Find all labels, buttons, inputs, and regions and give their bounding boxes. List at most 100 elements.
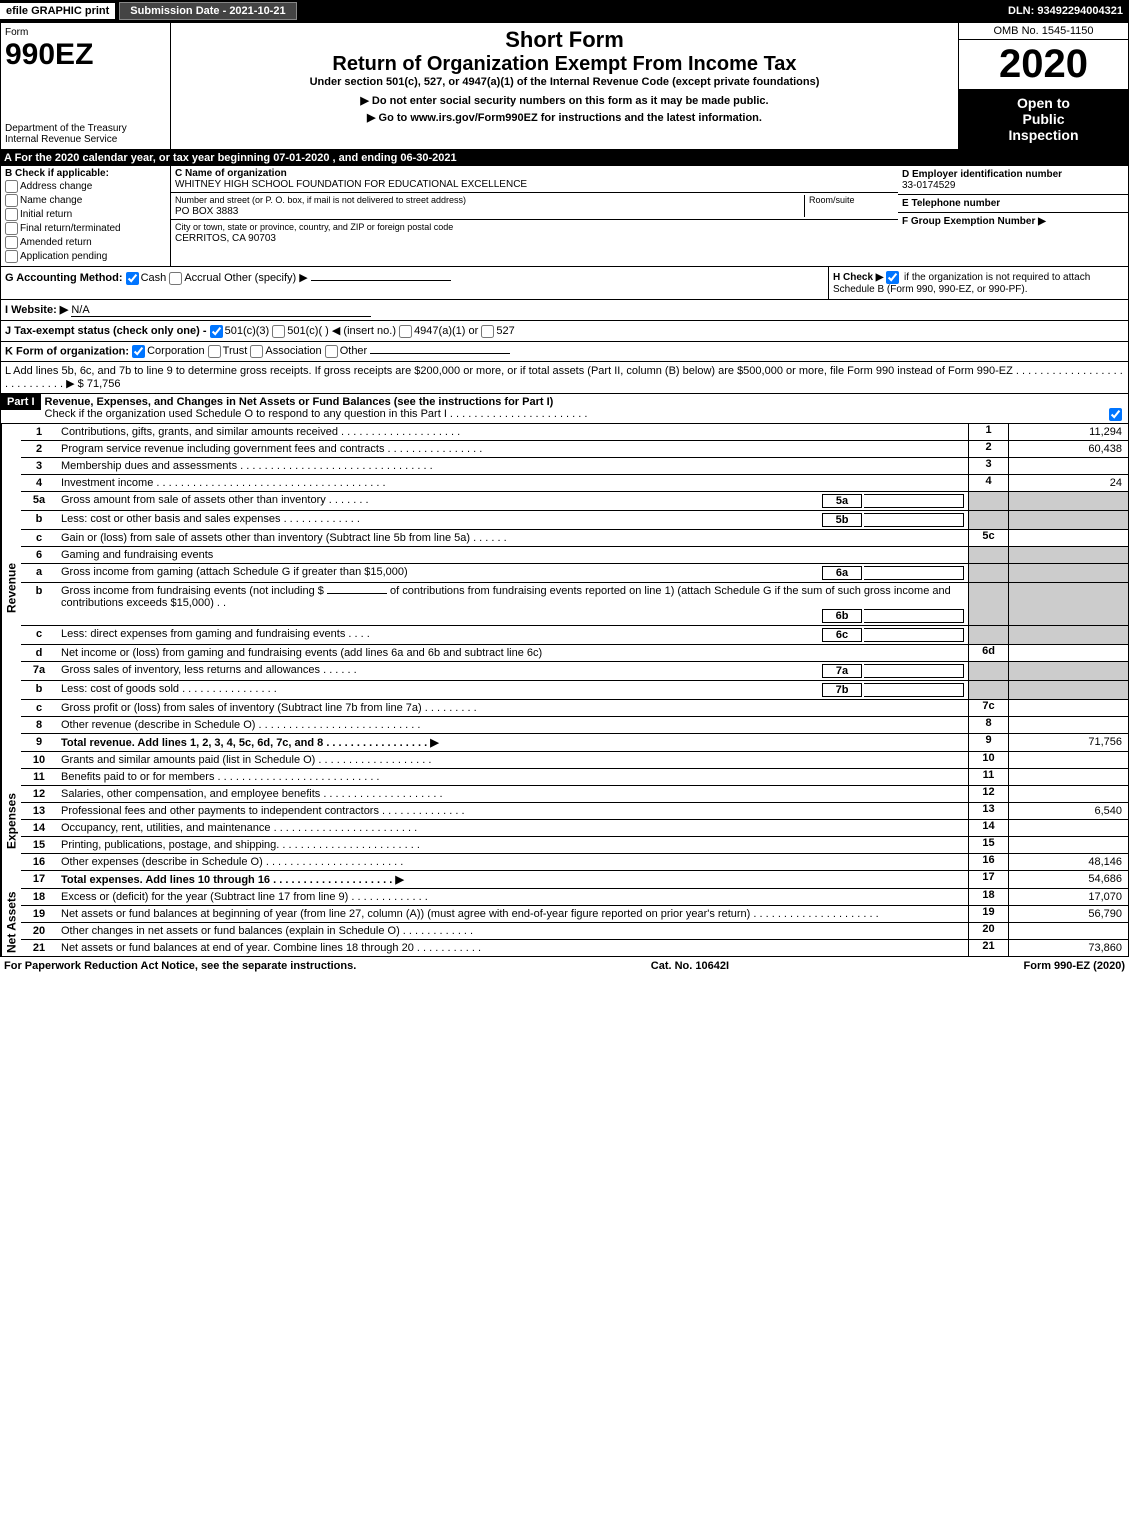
line-5b-text: Less: cost or other basis and sales expe… <box>61 513 820 527</box>
l-text: L Add lines 5b, 6c, and 7b to line 9 to … <box>5 365 1123 390</box>
efile-label[interactable]: efile GRAPHIC print <box>0 3 115 19</box>
line-6a: aGross income from gaming (attach Schedu… <box>21 564 1129 583</box>
line-7b-ival <box>864 683 964 697</box>
footer-center: Cat. No. 10642I <box>651 960 729 972</box>
line-6a-vb <box>1008 564 1128 582</box>
line-13-text: Professional fees and other payments to … <box>57 803 968 819</box>
line-6c-nb <box>968 626 1008 644</box>
chk-label: Address change <box>20 181 92 192</box>
j-tax-status-row: J Tax-exempt status (check only one) - 5… <box>0 321 1129 342</box>
i-label: I Website: ▶ <box>5 304 68 316</box>
line-3-num: 3 <box>968 458 1008 474</box>
section-c: C Name of organization WHITNEY HIGH SCHO… <box>171 166 898 266</box>
j-501c[interactable]: 501(c)( ) ◀ (insert no.) <box>272 325 396 337</box>
omb-number: OMB No. 1545-1150 <box>959 23 1128 40</box>
j-4947[interactable]: 4947(a)(1) or <box>399 325 478 337</box>
line-13-val: 6,540 <box>1008 803 1128 819</box>
g-other-input[interactable] <box>311 280 451 281</box>
chk-address-change[interactable]: Address change <box>5 180 166 193</box>
line-7c-num: 7c <box>968 700 1008 716</box>
line-12: 12Salaries, other compensation, and empl… <box>21 786 1129 803</box>
part1-heading: Revenue, Expenses, and Changes in Net As… <box>45 396 554 408</box>
line-4-num: 4 <box>968 475 1008 491</box>
under-section: Under section 501(c), 527, or 4947(a)(1)… <box>175 76 954 88</box>
entity-block: B Check if applicable: Address change Na… <box>0 166 1129 267</box>
line-2-num: 2 <box>968 441 1008 457</box>
line-14-val <box>1008 820 1128 836</box>
line-6a-nb <box>968 564 1008 582</box>
k-trust[interactable]: Trust <box>208 345 248 357</box>
line-9: 9Total revenue. Add lines 1, 2, 3, 4, 5c… <box>21 734 1129 752</box>
line-4-text: Investment income . . . . . . . . . . . … <box>57 475 968 491</box>
chk-final-return[interactable]: Final return/terminated <box>5 222 166 235</box>
line-14-num: 14 <box>968 820 1008 836</box>
line-12-num: 12 <box>968 786 1008 802</box>
chk-initial-return[interactable]: Initial return <box>5 208 166 221</box>
line-4-val: 24 <box>1008 475 1128 491</box>
chk-name-change[interactable]: Name change <box>5 194 166 207</box>
g-accrual[interactable]: Accrual <box>169 272 221 284</box>
g-cash-label: Cash <box>141 272 167 284</box>
part1-label: Part I <box>1 394 41 410</box>
line-11-text: Benefits paid to or for members . . . . … <box>57 769 968 785</box>
line-17-val: 54,686 <box>1008 871 1128 888</box>
expenses-lines: 10Grants and similar amounts paid (list … <box>21 752 1129 889</box>
page-footer: For Paperwork Reduction Act Notice, see … <box>0 957 1129 975</box>
line-18-text: Excess or (deficit) for the year (Subtra… <box>57 889 968 905</box>
line-1-num: 1 <box>968 424 1008 440</box>
revenue-tab: Revenue <box>1 424 21 752</box>
line-1-text: Contributions, gifts, grants, and simila… <box>57 424 968 440</box>
line-5c-num: 5c <box>968 530 1008 546</box>
chk-amended-return[interactable]: Amended return <box>5 236 166 249</box>
h-checkbox[interactable] <box>886 271 899 284</box>
line-3-val <box>1008 458 1128 474</box>
line-16-text: Other expenses (describe in Schedule O) … <box>57 854 968 870</box>
line-12-val <box>1008 786 1128 802</box>
period-bar: A For the 2020 calendar year, or tax yea… <box>0 150 1129 166</box>
line-6b-amount-input[interactable] <box>327 593 387 594</box>
line-6b-text1: Gross income from fundraising events (no… <box>61 585 324 597</box>
tax-year: 2020 <box>959 40 1128 89</box>
line-6: 6Gaming and fundraising events <box>21 547 1129 564</box>
ein-value: 33-0174529 <box>902 180 955 191</box>
goto-link[interactable]: ▶ Go to www.irs.gov/Form990EZ for instru… <box>175 111 954 124</box>
line-11-val <box>1008 769 1128 785</box>
line-6a-text: Gross income from gaming (attach Schedul… <box>61 566 820 580</box>
line-6d-num: 6d <box>968 645 1008 661</box>
line-19: 19Net assets or fund balances at beginni… <box>21 906 1129 923</box>
line-6a-ival <box>864 566 964 580</box>
line-5a-ival <box>864 494 964 508</box>
g-other-label: Other (specify) ▶ <box>224 272 308 284</box>
form-number: 990EZ <box>5 38 166 72</box>
insp-l3: Inspection <box>961 127 1126 143</box>
line-5a-nb <box>968 492 1008 510</box>
line-19-text: Net assets or fund balances at beginning… <box>57 906 968 922</box>
k-other-input[interactable] <box>370 353 510 354</box>
revenue-section: Revenue 1Contributions, gifts, grants, a… <box>0 424 1129 752</box>
k-other[interactable]: Other <box>325 345 368 357</box>
section-b: B Check if applicable: Address change Na… <box>1 166 171 266</box>
line-5c-text: Gain or (loss) from sale of assets other… <box>57 530 968 546</box>
chk-application-pending[interactable]: Application pending <box>5 250 166 263</box>
k-association[interactable]: Association <box>250 345 321 357</box>
g-cash[interactable]: Cash <box>126 272 167 284</box>
line-6b-ival <box>864 609 964 623</box>
k-corporation[interactable]: Corporation <box>132 345 204 357</box>
j-501c3[interactable]: 501(c)(3) <box>210 325 270 337</box>
expenses-tab: Expenses <box>1 752 21 889</box>
org-name: WHITNEY HIGH SCHOOL FOUNDATION FOR EDUCA… <box>175 179 527 190</box>
part1-schedo-checkbox[interactable] <box>1109 408 1122 421</box>
g-label: G Accounting Method: <box>5 272 123 284</box>
j-o1: 501(c)(3) <box>225 325 270 337</box>
line-9-text: Total revenue. Add lines 1, 2, 3, 4, 5c,… <box>61 737 439 749</box>
c-name-label: C Name of organization <box>175 168 287 179</box>
line-7b-ibox: 7b <box>822 683 862 697</box>
line-6-nb <box>968 547 1008 563</box>
line-7a-ival <box>864 664 964 678</box>
line-5a-text: Gross amount from sale of assets other t… <box>61 494 820 508</box>
line-14: 14Occupancy, rent, utilities, and mainte… <box>21 820 1129 837</box>
b-label: B Check if applicable: <box>5 168 166 179</box>
section-def: D Employer identification number 33-0174… <box>898 166 1128 266</box>
line-10-val <box>1008 752 1128 768</box>
j-527[interactable]: 527 <box>481 325 514 337</box>
